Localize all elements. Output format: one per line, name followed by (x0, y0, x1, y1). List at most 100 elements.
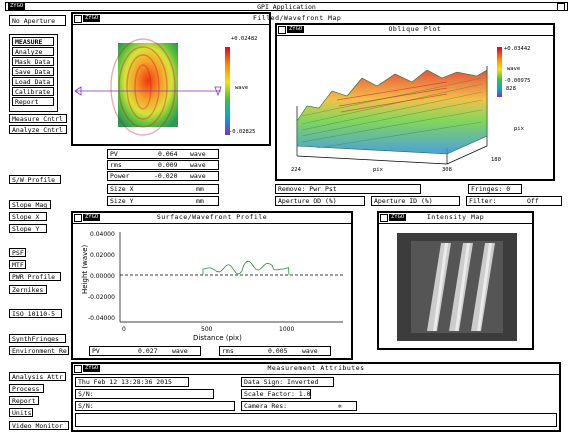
profile-ytick-0: 0.04000 (90, 231, 115, 238)
oblique-color-scale (497, 47, 502, 97)
sw-profile-button[interactable]: S/W Profile (9, 175, 61, 184)
profile-ytick-3: -0.02000 (88, 294, 115, 301)
profile-plot-zygo-tag[interactable]: ZYGO (83, 214, 101, 221)
oblique-scale-extra: 828 (506, 86, 516, 92)
size-y-label: Size Y (110, 197, 134, 205)
profile-plot-window: ZYGO Surface/Wavefront Profile Height (w… (71, 211, 353, 360)
scale-factor-field: Scale Factor: 1.0 (241, 389, 311, 399)
profile-pv-unit: wave (172, 347, 188, 355)
save-data-button[interactable]: Save Data (12, 67, 54, 76)
slope-y-button[interactable]: Slope Y (9, 224, 47, 233)
filter-field[interactable]: Filter: Off (466, 196, 562, 206)
size-y-unit: mm (196, 197, 204, 205)
profile-ytick-1: 0.02000 (90, 252, 115, 259)
analyze-button[interactable]: Analyze (12, 47, 54, 56)
rms-unit: wave (190, 161, 206, 169)
psf-button[interactable]: PSF (9, 248, 26, 257)
analysis-attr-button[interactable]: Analysis Attr (9, 372, 66, 381)
main-buttons-group (9, 34, 58, 112)
oblique-plot-titlebar: ZYGO Oblique Plot (277, 25, 553, 36)
calibrate-button[interactable]: Calibrate (12, 87, 54, 96)
pv-unit: wave (190, 150, 206, 158)
zernikes-button[interactable]: Zernikes (9, 285, 47, 294)
profile-plot-close-icon[interactable] (74, 214, 82, 222)
rms-field: rms 0.009 wave (107, 160, 219, 170)
pv-value: 0.064 (158, 150, 178, 158)
oblique-plot-zygo-tag[interactable]: ZYGO (287, 26, 305, 33)
pv-field: PV 0.064 wave (107, 149, 219, 159)
rms-label: rms (110, 161, 122, 169)
data-sign-field: Data Sign: Inverted (241, 377, 334, 387)
aperture-dropdown[interactable]: No Aperture (9, 15, 66, 26)
load-data-button[interactable]: Load Data (12, 77, 54, 86)
app-title-bar: ZYGO GPI Application (5, 2, 568, 11)
intensity-map-image (397, 233, 517, 341)
fringes-field: Fringes: 0 (468, 184, 522, 194)
sn-field-2[interactable]: S/N: (75, 401, 235, 411)
profile-plot-title: Surface/Wavefront Profile (156, 213, 268, 221)
attributes-titlebar: ZYGO Measurement Attributes (73, 364, 559, 375)
intensity-map-title: Intensity Map (426, 213, 485, 221)
measure-cntrl-button[interactable]: Measure Cntrl (9, 114, 67, 123)
aperture-od-field[interactable]: Aperture OD (%) (275, 196, 365, 206)
measure-button[interactable]: MEASURE (12, 37, 54, 46)
filled-plot-title: Filled/Wavefront Map (253, 14, 342, 22)
profile-rms-field: rms 0.005 wave (219, 346, 331, 356)
filled-color-scale (225, 47, 230, 135)
app-close-icon[interactable] (557, 3, 565, 11)
slope-x-button[interactable]: Slope X (9, 212, 47, 221)
oblique-surface (296, 69, 488, 155)
report-button-top[interactable]: Report (12, 97, 54, 106)
profile-xtick-1: 500 (201, 326, 213, 333)
oblique-tick-180: 180 (491, 157, 501, 163)
attributes-zygo-tag[interactable]: ZYGO (83, 365, 101, 372)
attributes-close-icon[interactable] (74, 365, 82, 373)
oblique-scale-min: -0.00975 (504, 78, 531, 84)
oblique-scale-max: +0.03442 (504, 46, 531, 52)
mtf-button[interactable]: MTF (9, 260, 26, 269)
synth-fringes-button[interactable]: SynthFringes (9, 334, 66, 343)
oblique-tick-pix: pix (373, 167, 383, 173)
filter-value: Off (527, 197, 539, 205)
profile-plot-chart: Height (wave) 0.04000 0.02000 0.00000 -0… (81, 231, 343, 342)
filled-plot-close-icon[interactable] (74, 15, 82, 23)
pwr-profile-button[interactable]: PWR Profile (9, 272, 61, 281)
power-field: Power -0.020 wave (107, 171, 219, 181)
remove-field[interactable]: Remove: Pwr Pst (275, 184, 421, 194)
units-button[interactable]: Units (9, 408, 33, 417)
sn-field-1[interactable]: S/N: (75, 389, 214, 399)
oblique-plot-window: ZYGO Oblique Plot (275, 23, 555, 181)
intensity-map-close-icon[interactable] (380, 214, 388, 222)
camera-res-icon[interactable]: ✲ (338, 402, 342, 410)
filled-plot-window: ZYGO Filled/Wavefront Map (71, 12, 341, 146)
filled-plot-zygo-tag[interactable]: ZYGO (83, 15, 101, 22)
attributes-notes-field[interactable] (75, 413, 557, 427)
profile-xtick-0: 0 (122, 326, 126, 333)
oblique-plot-close-icon[interactable] (278, 26, 286, 34)
filled-plot-surface (74, 38, 230, 136)
power-unit: wave (190, 172, 206, 180)
profile-xlabel: Distance (pix) (193, 334, 242, 342)
aperture-id-field[interactable]: Aperture ID (%) (371, 196, 460, 206)
intensity-map-zygo-tag[interactable]: ZYGO (389, 214, 407, 221)
iso-button[interactable]: ISO 10110-5 (9, 309, 62, 318)
report-button[interactable]: Report (9, 396, 39, 405)
oblique-plot-title: Oblique Plot (388, 25, 442, 33)
size-y-field: Size Y mm (107, 196, 219, 206)
mask-data-button[interactable]: Mask Data (12, 57, 54, 66)
profile-start-marker-icon[interactable] (74, 86, 82, 96)
process-button[interactable]: Process (9, 384, 44, 393)
environment-button[interactable]: Environment Re (9, 346, 69, 355)
oblique-plot-surface (296, 47, 502, 165)
analyze-cntrl-button[interactable]: Analyze Cntrl (9, 125, 67, 134)
profile-ytick-2: 0.00000 (90, 273, 115, 280)
app-zygo-tag[interactable]: ZYGO (8, 3, 26, 10)
profile-pv-value: 0.027 (138, 347, 158, 355)
filter-label: Filter: (469, 197, 497, 205)
intensity-map-window: ZYGO Intensity Map (377, 211, 534, 350)
slope-mag-button[interactable]: Slope Mag (9, 200, 51, 209)
attributes-window: ZYGO Measurement Attributes Thu Feb 12 1… (71, 362, 561, 432)
profile-end-marker-icon[interactable] (214, 86, 222, 97)
profile-trace-line (202, 260, 290, 276)
video-monitor-button[interactable]: Video Monitor (9, 421, 69, 430)
